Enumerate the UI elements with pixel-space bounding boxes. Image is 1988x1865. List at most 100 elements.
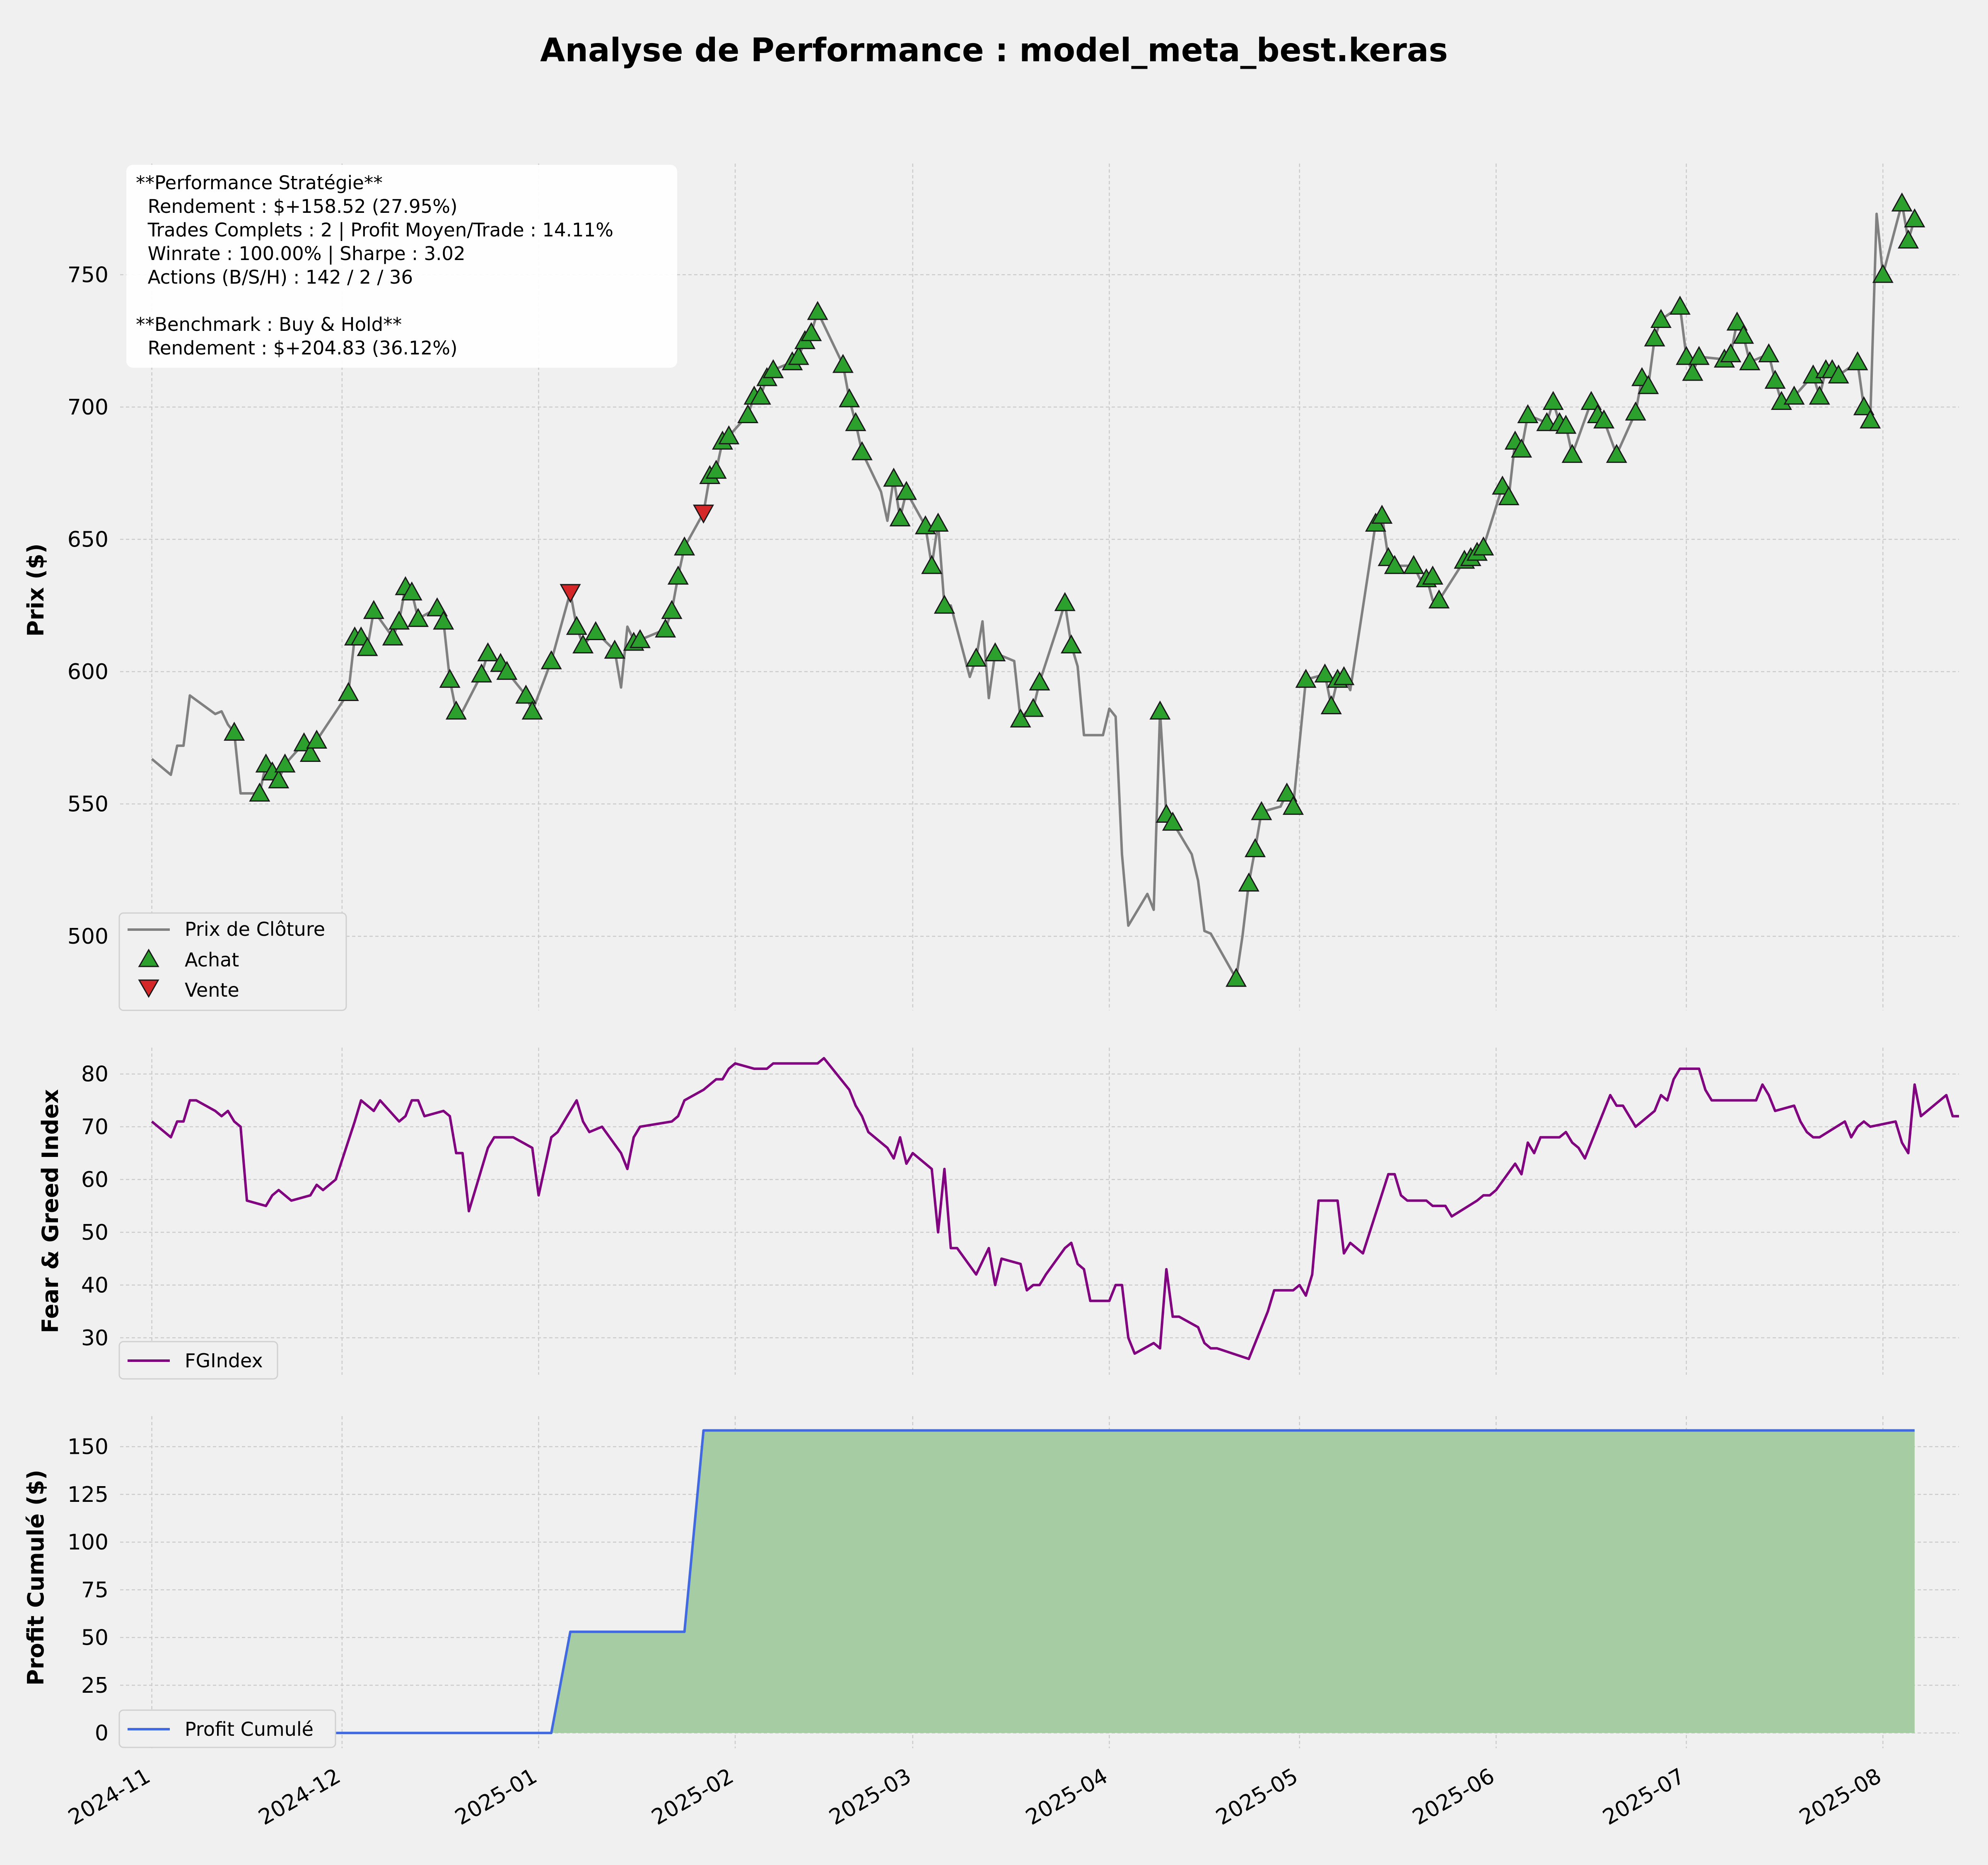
profit-area: [234, 1430, 1915, 1733]
chart-title: Analyse de Performance : model_meta_best…: [540, 32, 1448, 69]
profit-legend-frame: [118, 1709, 336, 1748]
price-legend: Prix de Clôture Achat Vente: [118, 912, 347, 1011]
buy-marker: [338, 682, 359, 701]
buy-marker: [705, 460, 727, 479]
buy-marker: [927, 513, 949, 532]
profit-lines: [234, 1429, 1915, 1735]
profit-panel: Profit Cumulé ($) 0 25 50 75 100 125 150 Profi…: [23, 1416, 1959, 1748]
buy-marker: [572, 634, 594, 653]
buy-marker: [1542, 391, 1564, 410]
buy-marker: [1555, 414, 1577, 434]
buy-marker: [521, 700, 543, 720]
buy-marker: [1162, 812, 1184, 831]
buy-marker: [965, 647, 987, 667]
buy-marker: [357, 637, 378, 656]
buy-marker: [1226, 968, 1247, 987]
profit-ylabel: Profit Cumulé ($): [23, 1470, 49, 1686]
buy-marker: [1561, 443, 1583, 463]
buy-marker: [1650, 308, 1672, 328]
buy-marker: [1010, 708, 1031, 728]
buy-marker: [655, 618, 676, 638]
y-tick-label: 75: [81, 1578, 109, 1602]
buy-marker: [1473, 536, 1494, 556]
buy-marker: [1897, 229, 1919, 249]
legend-marker-vente: [138, 979, 159, 998]
buy-marker: [750, 386, 771, 405]
buy-marker: [1644, 327, 1665, 347]
fgi-lines: [151, 1057, 1959, 1360]
buy-marker: [1061, 634, 1082, 653]
annotation-line: **Benchmark : Buy & Hold**: [136, 313, 402, 335]
buy-marker: [433, 610, 454, 630]
buy-marker: [363, 600, 384, 619]
buy-marker: [496, 660, 518, 680]
y-tick-label: 0: [95, 1721, 109, 1746]
buy-marker: [445, 700, 467, 720]
annotation-line: Rendement : $+204.83 (36.12%): [136, 337, 458, 359]
buy-marker: [1732, 325, 1754, 344]
price-panel: Prix ($) 500 550 600 650 700 750 **Performanc…: [23, 164, 1959, 1011]
buy-marker: [1314, 663, 1336, 683]
legend-label-profit: Profit Cumulé: [185, 1718, 314, 1740]
buy-marker: [1904, 208, 1925, 228]
buy-marker: [1638, 375, 1659, 394]
fgi-ylabel: Fear & Greed Index: [37, 1089, 63, 1333]
buy-marker: [274, 753, 296, 773]
y-tick-label: 700: [68, 395, 109, 420]
buy-marker: [1688, 346, 1710, 365]
buy-marker: [1422, 565, 1443, 585]
buy-marker: [883, 467, 905, 487]
sell-marker: [560, 584, 581, 603]
annotation-background: [126, 165, 677, 368]
profit-legend: Profit Cumulé: [118, 1709, 336, 1748]
profit-yticks: 0 25 50 75 100 125 150: [68, 1435, 109, 1746]
buy-marker: [1726, 311, 1748, 331]
y-tick-label: 25: [81, 1673, 109, 1698]
buy-marker: [889, 507, 911, 527]
buy-marker: [1847, 351, 1868, 371]
annotation-line: Rendement : $+158.52 (27.95%): [136, 195, 458, 217]
buy-marker: [249, 782, 270, 802]
buy-marker: [306, 730, 328, 749]
buy-marker: [1606, 443, 1627, 463]
profit-series-line: [234, 1429, 1915, 1735]
buy-marker: [895, 481, 917, 500]
buy-marker: [1783, 386, 1805, 405]
buy-marker: [515, 684, 537, 704]
y-tick-label: 30: [81, 1326, 109, 1351]
profit-fill: [234, 1430, 1915, 1733]
buy-marker: [1023, 698, 1044, 717]
buy-marker: [1276, 782, 1298, 802]
y-tick-label: 100: [68, 1530, 109, 1555]
buy-marker: [832, 354, 854, 373]
buy-marker: [1371, 504, 1393, 524]
buy-marker: [661, 600, 683, 619]
buy-marker: [845, 412, 866, 431]
buy-marker: [1245, 838, 1266, 858]
buy-marker: [1872, 264, 1894, 283]
buy-marker: [1282, 795, 1304, 815]
y-tick-label: 150: [68, 1435, 109, 1460]
buy-marker: [1758, 343, 1780, 363]
buy-marker: [1676, 346, 1697, 365]
buy-marker: [934, 595, 955, 614]
y-tick-label: 80: [81, 1062, 109, 1087]
price-yticks: 500 550 600 650 700 750: [68, 263, 109, 949]
buy-marker: [388, 610, 410, 630]
legend-label-fgi: FGIndex: [185, 1349, 263, 1372]
buy-marker: [268, 769, 290, 788]
buy-marker: [1251, 801, 1272, 820]
y-tick-label: 550: [68, 792, 109, 817]
buy-marker: [1403, 555, 1424, 574]
buy-marker: [1853, 396, 1875, 415]
buy-marker: [1333, 666, 1355, 685]
legend-label-vente: Vente: [185, 979, 239, 1001]
y-tick-label: 500: [68, 924, 109, 949]
legend-label-achat: Achat: [185, 949, 239, 971]
price-ylabel: Prix ($): [23, 543, 49, 636]
y-tick-label: 40: [81, 1273, 109, 1298]
buy-marker: [1238, 872, 1259, 892]
buy-marker: [382, 626, 403, 646]
